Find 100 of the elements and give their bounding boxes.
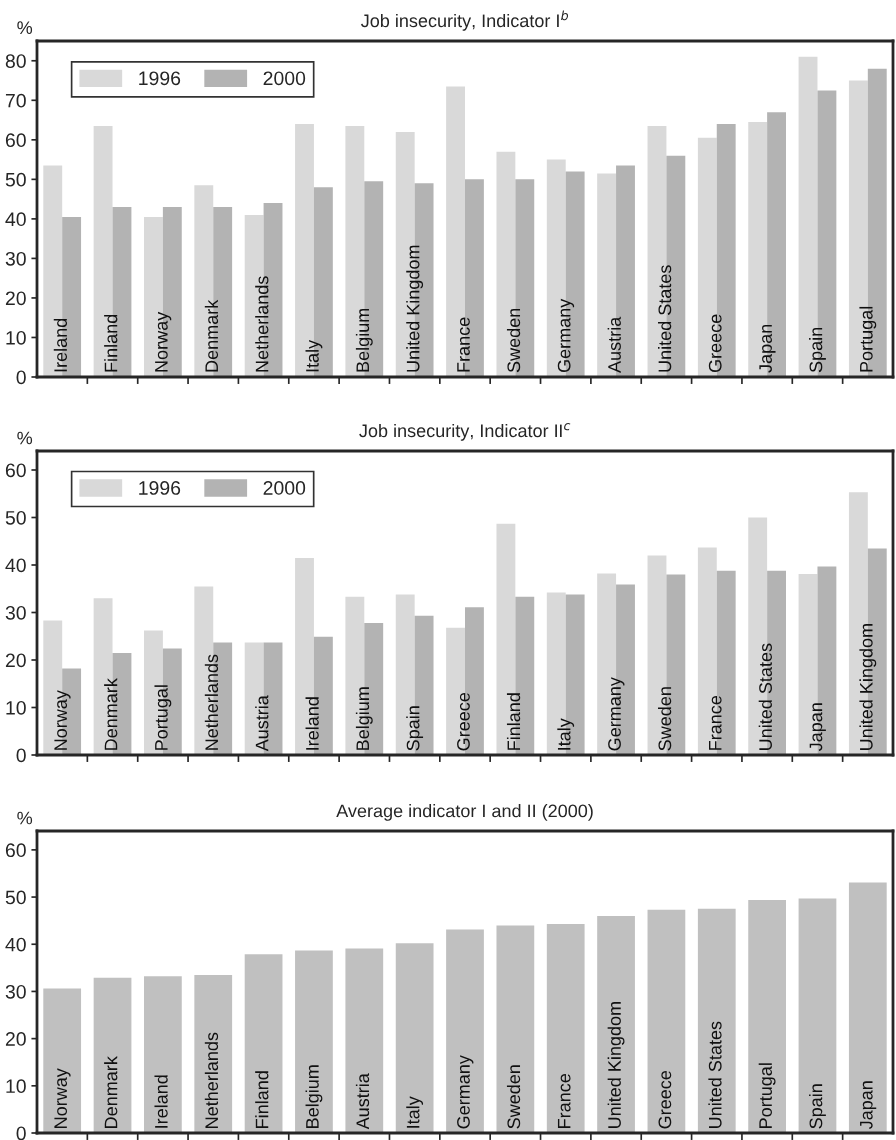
y-tick-label: 50 bbox=[5, 890, 26, 905]
bar bbox=[446, 929, 484, 1133]
y-tick-label: 10 bbox=[6, 1079, 26, 1094]
y-tick-label: 60 bbox=[5, 133, 26, 148]
y-tick-label: 60 bbox=[5, 843, 26, 858]
x-tick-label: United Kingdom bbox=[859, 624, 877, 750]
y-tick-label: 70 bbox=[5, 93, 26, 108]
x-tick-label: Germany bbox=[557, 298, 575, 373]
x-tick-label: Denmark bbox=[204, 299, 219, 372]
bar bbox=[395, 943, 434, 1133]
x-tick-label: France bbox=[557, 1073, 571, 1128]
bar bbox=[647, 909, 686, 1133]
x-tick-label: Japan bbox=[860, 1081, 877, 1130]
bar bbox=[345, 948, 384, 1133]
x-tick-label: Greece bbox=[708, 314, 722, 373]
x-tick-label: Sweden bbox=[658, 687, 672, 751]
bar bbox=[43, 988, 82, 1133]
chart-title: Average indicator I and II (2000) bbox=[336, 804, 593, 821]
x-tick-label: Portugal bbox=[154, 685, 172, 750]
bar bbox=[848, 882, 887, 1133]
y-tick-label: 50 bbox=[5, 172, 26, 187]
x-tick-label: Germany bbox=[457, 1055, 474, 1129]
x-tick-label: Netherlands bbox=[204, 1032, 219, 1128]
x-tick-label: Portugal bbox=[859, 306, 877, 372]
x-tick-label: Ireland bbox=[305, 697, 319, 750]
y-tick-label: 10 bbox=[6, 700, 26, 715]
x-tick-label: United States bbox=[708, 1021, 722, 1128]
legend-label: 1996 bbox=[139, 71, 181, 86]
x-tick-label: Ireland bbox=[53, 318, 68, 372]
x-tick-label: Italy bbox=[305, 339, 323, 372]
y-tick-label: 60 bbox=[5, 463, 26, 478]
x-tick-label: Austria bbox=[355, 1073, 370, 1130]
x-tick-label: Spain bbox=[809, 1084, 826, 1129]
y-tick-label: 20 bbox=[5, 1032, 26, 1046]
legend-label: 2000 bbox=[263, 71, 306, 86]
x-tick-label: Finland bbox=[506, 693, 521, 750]
y-tick-label: 30 bbox=[5, 251, 26, 266]
y-tick-label: 40 bbox=[5, 212, 26, 227]
legend-label: 2000 bbox=[263, 481, 306, 495]
x-tick-label: Greece bbox=[457, 692, 470, 751]
x-tick-label: Netherlands bbox=[204, 654, 219, 750]
chart-title: Job insecurity, Indicator II$^{c}$ bbox=[359, 423, 571, 441]
bar bbox=[546, 923, 585, 1133]
x-tick-label: Norway bbox=[155, 311, 172, 372]
x-tick-label: Italy bbox=[406, 1096, 424, 1128]
x-tick-label: Sweden bbox=[506, 308, 521, 373]
x-tick-label: Austria bbox=[255, 695, 269, 752]
bar bbox=[93, 977, 132, 1133]
y-tick-label: 40 bbox=[5, 558, 26, 573]
y-axis-title: % bbox=[17, 431, 33, 445]
bar bbox=[244, 954, 283, 1133]
chart-title: Job insecurity, Indicator I$^{b}$ bbox=[361, 10, 569, 31]
x-tick-label: Italy bbox=[557, 718, 575, 750]
x-tick-label: Germany bbox=[608, 677, 625, 751]
legend-label: 1996 bbox=[139, 481, 181, 495]
y-axis-title: % bbox=[17, 811, 33, 825]
x-tick-label: Denmark bbox=[104, 678, 118, 750]
x-tick-label: Portugal bbox=[758, 1063, 776, 1128]
bar bbox=[697, 908, 736, 1133]
x-tick-label: France bbox=[709, 695, 722, 750]
x-tick-label: Japan bbox=[759, 324, 776, 373]
x-tick-label: Belgium bbox=[355, 308, 373, 372]
y-tick-label: 30 bbox=[5, 605, 26, 620]
bar bbox=[295, 950, 333, 1133]
x-tick-label: United States bbox=[758, 643, 772, 750]
bar bbox=[798, 898, 837, 1133]
x-tick-label: Belgium bbox=[305, 1065, 323, 1128]
x-tick-label: Japan bbox=[809, 703, 826, 752]
x-tick-label: Ireland bbox=[154, 1075, 168, 1128]
x-tick-label: Norway bbox=[54, 690, 71, 750]
y-tick-label: 20 bbox=[5, 653, 26, 668]
x-tick-label: Norway bbox=[54, 1068, 71, 1128]
x-tick-label: Greece bbox=[658, 1070, 672, 1129]
y-axis-title: % bbox=[17, 21, 33, 34]
y-tick-label: 0 bbox=[16, 1126, 26, 1140]
y-tick-label: 40 bbox=[5, 937, 26, 952]
y-tick-label: 50 bbox=[5, 510, 26, 525]
bar bbox=[597, 915, 635, 1133]
y-tick-label: 0 bbox=[16, 370, 26, 385]
x-tick-label: Spain bbox=[406, 706, 424, 751]
x-tick-label: United Kingdom bbox=[607, 1002, 625, 1128]
y-tick-label: 20 bbox=[5, 291, 26, 306]
x-tick-label: Denmark bbox=[104, 1056, 118, 1128]
y-tick-label: 80 bbox=[5, 54, 26, 68]
x-tick-label: Spain bbox=[809, 327, 826, 373]
x-tick-label: United Kingdom bbox=[406, 245, 424, 372]
bar bbox=[144, 976, 182, 1133]
x-tick-label: Finland bbox=[255, 1071, 269, 1128]
y-tick-label: 10 bbox=[6, 330, 26, 345]
x-tick-label: United States bbox=[658, 265, 672, 372]
x-tick-label: Belgium bbox=[355, 687, 373, 750]
x-tick-label: France bbox=[457, 317, 470, 372]
x-tick-label: Sweden bbox=[506, 1065, 521, 1129]
bar bbox=[748, 899, 786, 1133]
x-tick-label: Netherlands bbox=[255, 276, 269, 372]
bar bbox=[496, 925, 535, 1133]
x-tick-label: Austria bbox=[607, 316, 621, 373]
y-tick-label: 0 bbox=[16, 748, 26, 763]
x-tick-label: Finland bbox=[104, 314, 118, 372]
bar bbox=[194, 974, 233, 1133]
